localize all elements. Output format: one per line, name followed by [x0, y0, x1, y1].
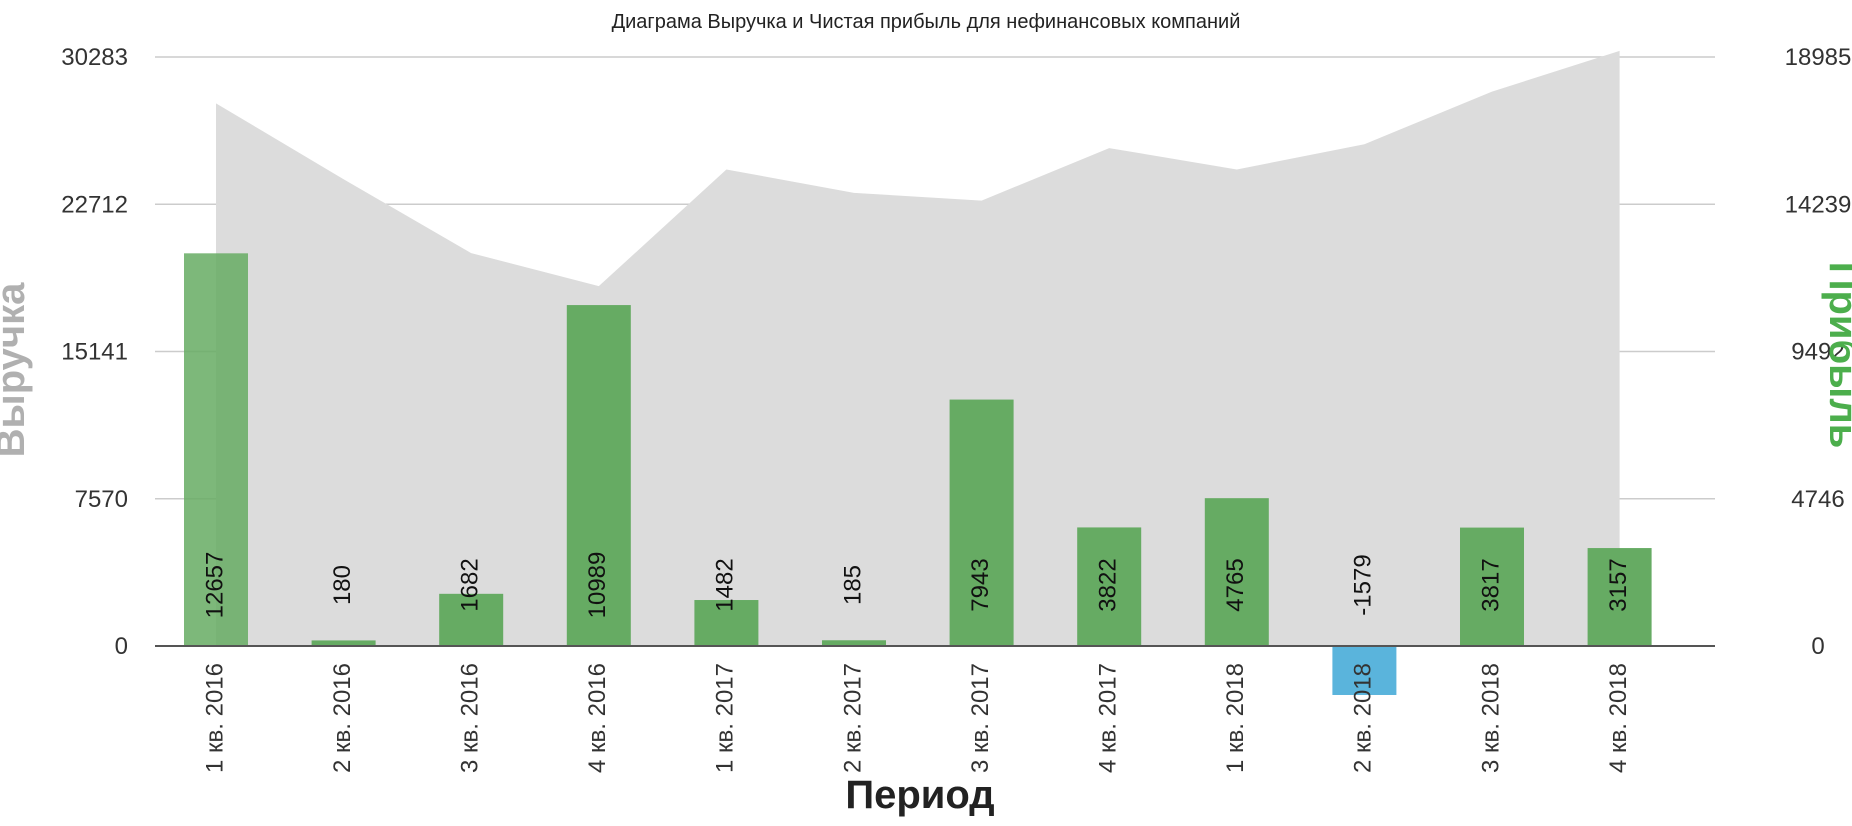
y-right-tick-label: 14239: [1785, 191, 1852, 218]
profit-bar: [822, 640, 886, 646]
profit-bar: [1077, 527, 1142, 646]
data-label: 4765: [1222, 558, 1249, 611]
axes-layer: 0 0 7570 4746 15141 9492 22712 14239 30283 18985 1…: [61, 44, 1851, 773]
x-tick-label: 4 кв. 2017: [1095, 663, 1122, 773]
x-tick-label: 4 кв. 2018: [1605, 663, 1632, 773]
profit-bar: [694, 600, 759, 646]
y-left-tick-label: 30283: [61, 44, 128, 71]
profit-bar: [1460, 527, 1524, 646]
data-label: 3822: [1095, 558, 1122, 611]
x-tick-label: 2 кв. 2017: [839, 663, 866, 773]
y-right-tick-label: 4746: [1791, 486, 1844, 513]
y-right-tick-label: 0: [1811, 633, 1824, 660]
x-tick-label: 4 кв. 2016: [584, 663, 611, 773]
left-axis-title: Выручка: [0, 282, 33, 457]
y-left-tick-label: 22712: [61, 191, 128, 218]
data-labels-layer: 12657 180 1682 10989 1482 185 7943 3822 4765 -157…: [201, 552, 1632, 619]
right-axis-title: Прибыль: [1821, 262, 1852, 449]
data-label: 1482: [712, 558, 739, 611]
profit-bar: [439, 593, 504, 646]
data-label: 7943: [967, 558, 994, 611]
profit-bar: [184, 253, 248, 646]
data-label: 12657: [201, 552, 228, 619]
y-left-tick-label: 0: [115, 633, 128, 660]
profit-bar: [1332, 646, 1397, 695]
data-label: 1682: [457, 558, 484, 611]
profit-bar: [311, 640, 376, 646]
y-right-tick-label: 9492: [1791, 339, 1844, 366]
revenue-area: [216, 50, 1620, 646]
x-tick-label: 1 кв. 2018: [1222, 663, 1249, 773]
profit-bar: [949, 399, 1014, 646]
x-tick-label: 3 кв. 2017: [967, 663, 994, 773]
data-label: 185: [839, 565, 866, 605]
data-label: 10989: [584, 552, 611, 619]
x-tick-label: 1 кв. 2016: [201, 663, 228, 773]
x-axis-title: Период: [845, 773, 994, 817]
revenue-area-layer: [216, 50, 1620, 646]
profit-bar: [566, 305, 631, 646]
y-left-tick-label: 7570: [75, 486, 128, 513]
profit-bar: [1587, 548, 1652, 646]
data-label: 3817: [1477, 558, 1504, 611]
y-right-tick-label: 18985: [1785, 44, 1852, 71]
y-left-tick-label: 15141: [61, 339, 128, 366]
x-tick-label: 2 кв. 2018: [1350, 663, 1377, 773]
data-label: 3157: [1605, 558, 1632, 611]
profit-bars-layer: [184, 253, 1652, 695]
x-tick-label: 1 кв. 2017: [712, 663, 739, 773]
x-tick-label: 3 кв. 2016: [457, 663, 484, 773]
x-tick-label: 3 кв. 2018: [1477, 663, 1504, 773]
chart-title: Диаграма Выручка и Чистая прибыль для не…: [612, 11, 1241, 33]
profit-bar: [1204, 498, 1269, 646]
x-tick-label: 2 кв. 2016: [329, 663, 356, 773]
data-label: -1579: [1350, 554, 1377, 615]
data-label: 180: [329, 565, 356, 605]
